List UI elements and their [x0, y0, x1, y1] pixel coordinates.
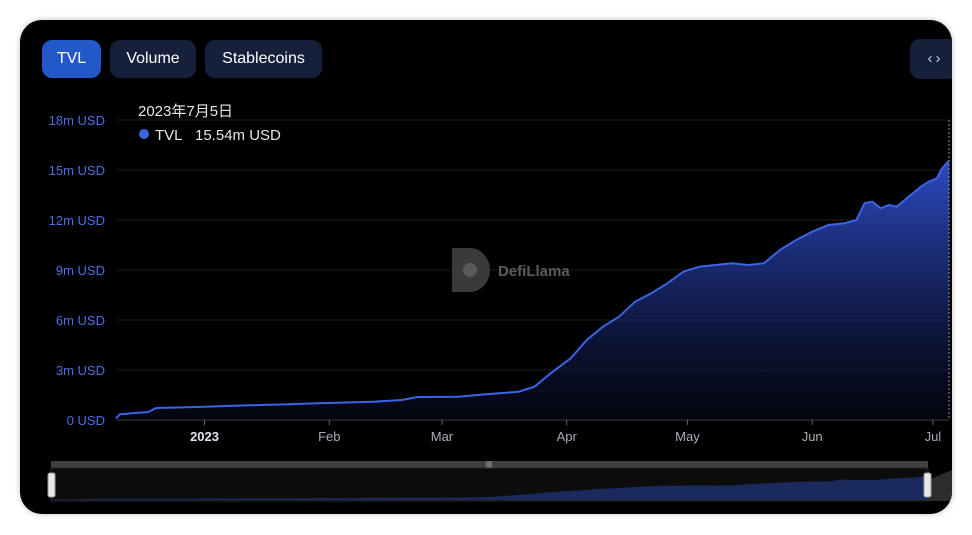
- y-tick-label: 15m USD: [49, 163, 105, 178]
- chart-card: TVL Volume Stablecoins ‹ › 0 USD 3m USD 6m…: [20, 20, 952, 514]
- tvl-line: [115, 160, 950, 419]
- watermark-text: DefiLlama: [498, 263, 570, 280]
- y-tick-label: 9m USD: [56, 263, 105, 278]
- x-tick-label: Apr: [557, 429, 578, 444]
- x-tick-label: Jul: [925, 429, 942, 444]
- x-tick-label: 2023: [190, 429, 219, 444]
- y-tick-label: 18m USD: [49, 113, 105, 128]
- slider-track[interactable]: [51, 461, 928, 468]
- slider-right-handle[interactable]: [923, 472, 932, 498]
- defillama-watermark: DefiLlama: [452, 248, 570, 292]
- tab-volume[interactable]: Volume: [110, 40, 196, 78]
- tooltip-series-name: TVL: [155, 127, 183, 144]
- x-tick-label: Feb: [318, 429, 340, 444]
- tooltip-value: 15.54m USD: [195, 127, 281, 144]
- y-tick-label: 3m USD: [56, 363, 105, 378]
- tab-stablecoins[interactable]: Stablecoins: [205, 40, 322, 78]
- tooltip-series-dot: [139, 129, 149, 139]
- tvl-area-chart: 0 USD 3m USD 6m USD 9m USD 12m USD 15m USD 18m…: [47, 103, 952, 502]
- range-slider[interactable]: |||: [47, 460, 952, 502]
- x-tick-label: Mar: [431, 429, 454, 444]
- slider-outside-area: [928, 470, 952, 501]
- embed-button[interactable]: ‹ ›: [910, 39, 952, 79]
- y-tick-label: 12m USD: [49, 213, 105, 228]
- y-tick-label: 6m USD: [56, 313, 105, 328]
- tooltip-date: 2023年7月5日: [138, 103, 233, 120]
- tab-tvl[interactable]: TVL: [42, 40, 101, 78]
- y-tick-label: 0 USD: [67, 413, 105, 428]
- slider-mini-area: [51, 475, 928, 500]
- x-tick-label: Jun: [802, 429, 823, 444]
- slider-left-handle[interactable]: [47, 472, 56, 498]
- tvl-area-fill: [116, 161, 949, 420]
- x-tick-label: May: [675, 429, 700, 444]
- slider-grip-icon: |||: [486, 460, 492, 469]
- code-brackets-icon: ‹ ›: [927, 50, 941, 67]
